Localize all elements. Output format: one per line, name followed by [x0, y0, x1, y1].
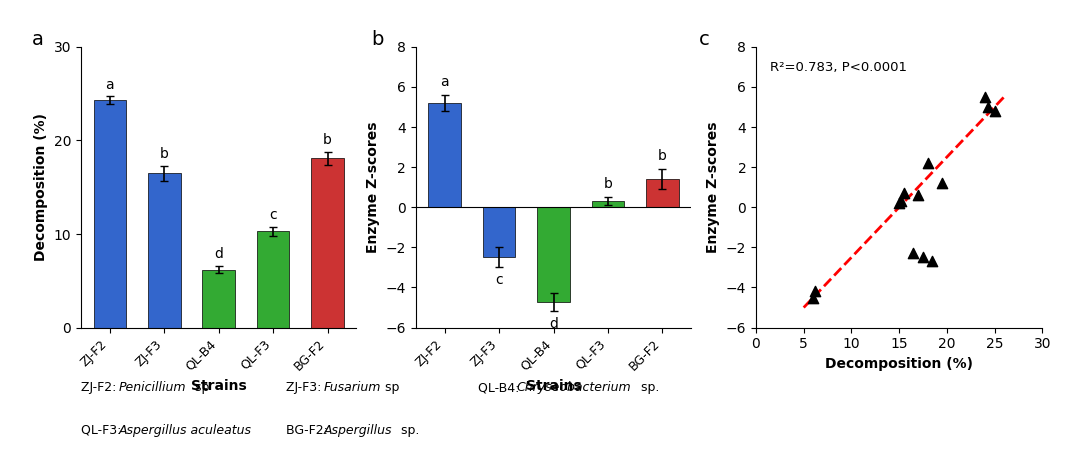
Text: QL-F3:: QL-F3:: [81, 424, 125, 437]
Point: [980, 103, 997, 111]
Y-axis label: Enzyme Z-scores: Enzyme Z-scores: [706, 122, 720, 253]
Text: c: c: [496, 273, 503, 287]
Bar: [311, 158, 343, 328]
Text: R²=0.783, P<0.0001: R²=0.783, P<0.0001: [770, 61, 907, 74]
Point: [895, 190, 913, 197]
Text: sp.: sp.: [637, 381, 660, 395]
Text: d: d: [214, 247, 224, 261]
Text: Penicillium: Penicillium: [119, 381, 187, 395]
Text: b: b: [160, 147, 168, 161]
Text: b: b: [658, 149, 666, 163]
Point: [933, 179, 950, 187]
Point: [986, 107, 1003, 115]
Bar: [94, 100, 126, 328]
Point: [890, 199, 907, 207]
Y-axis label: Decomposition (%): Decomposition (%): [35, 113, 49, 261]
Point: [923, 258, 941, 265]
Text: ZJ-F3:: ZJ-F3:: [286, 381, 325, 395]
Point: [915, 254, 932, 261]
Text: b: b: [604, 177, 612, 191]
X-axis label: Strains: Strains: [526, 379, 581, 393]
Text: Fusarium: Fusarium: [324, 381, 381, 395]
Point: [976, 93, 994, 101]
Text: a: a: [31, 30, 43, 49]
Bar: [148, 173, 180, 328]
Text: c: c: [269, 208, 276, 222]
Y-axis label: Enzyme Z-scores: Enzyme Z-scores: [366, 122, 380, 253]
Bar: [592, 201, 624, 207]
Point: [909, 191, 927, 199]
Bar: [483, 207, 515, 257]
Text: a: a: [441, 75, 449, 89]
Bar: [257, 231, 289, 328]
Text: d: d: [549, 316, 558, 330]
Text: sp.: sp.: [397, 424, 420, 437]
Text: Aspergillus: Aspergillus: [324, 424, 392, 437]
Bar: [646, 179, 678, 207]
Point: [807, 288, 824, 295]
Text: a: a: [106, 78, 114, 92]
Point: [805, 294, 822, 301]
Point: [892, 197, 909, 205]
Bar: [202, 270, 235, 328]
Point: [905, 249, 922, 257]
Point: [919, 160, 936, 167]
X-axis label: Strains: Strains: [191, 379, 246, 393]
Text: Aspergillus aculeatus: Aspergillus aculeatus: [119, 424, 252, 437]
Text: BG-F2:: BG-F2:: [286, 424, 332, 437]
Text: sp: sp: [381, 381, 400, 395]
Text: Chryseobacterium: Chryseobacterium: [516, 381, 631, 395]
Text: sp: sp: [191, 381, 210, 395]
Bar: [429, 103, 461, 207]
Text: ZJ-F2:: ZJ-F2:: [81, 381, 120, 395]
X-axis label: Decomposition (%): Decomposition (%): [825, 357, 973, 371]
Bar: [537, 207, 570, 301]
Text: QL-B4:: QL-B4:: [478, 381, 524, 395]
Text: c: c: [699, 30, 710, 49]
Text: b: b: [323, 133, 332, 147]
Text: b: b: [372, 30, 384, 49]
